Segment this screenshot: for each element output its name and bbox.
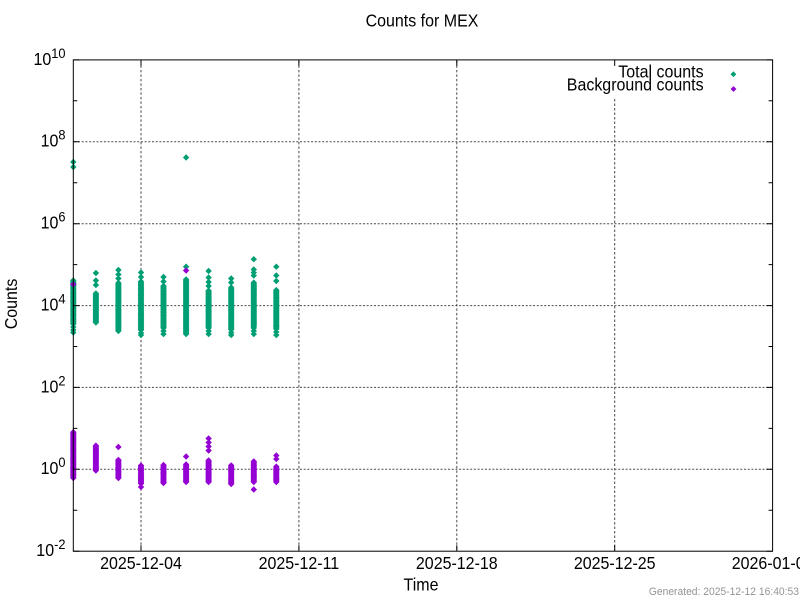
svg-text:2025-12-25: 2025-12-25 <box>574 553 656 573</box>
svg-text:2025-12-11: 2025-12-11 <box>259 553 340 573</box>
svg-text:Time: Time <box>404 575 439 595</box>
svg-text:Counts: Counts <box>1 279 21 330</box>
svg-text:2025-12-04: 2025-12-04 <box>100 553 182 573</box>
svg-text:Total counts: Total counts <box>618 62 703 82</box>
svg-text:2025-12-18: 2025-12-18 <box>416 553 498 573</box>
svg-text:Counts for MEX: Counts for MEX <box>366 11 479 31</box>
svg-text:Background counts: Background counts <box>567 75 704 95</box>
svg-text:2026-01-01: 2026-01-01 <box>732 553 800 573</box>
svg-text:Generated: 2025-12-12 16:40:53: Generated: 2025-12-12 16:40:53 <box>649 586 799 598</box>
